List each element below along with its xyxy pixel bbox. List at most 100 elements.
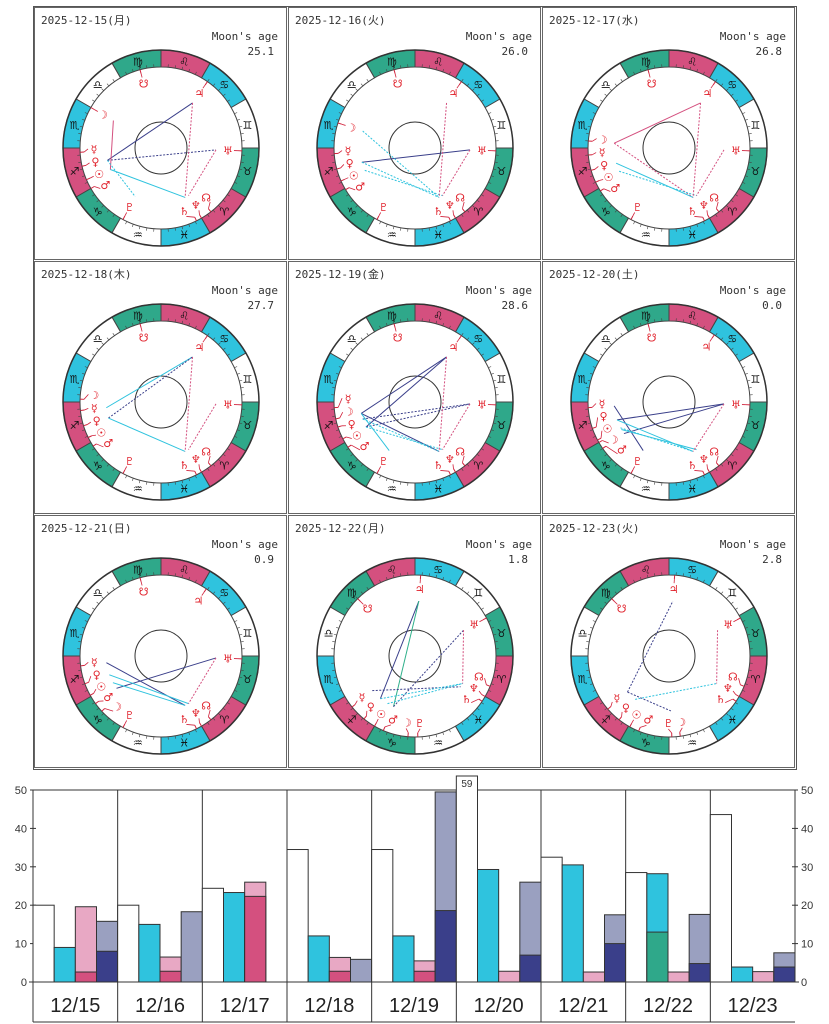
sign-glyph: ♒: [387, 228, 397, 241]
sign-glyph: ♈: [727, 459, 737, 472]
degree-tick: [131, 478, 134, 482]
sign-glyph: ♉: [243, 673, 253, 686]
planet-glyph: ♆: [445, 199, 455, 212]
degree-tick: [366, 79, 369, 82]
degree-tick: [146, 481, 148, 485]
y-tick-label: 10: [801, 939, 813, 951]
planet-glyph: ☋: [363, 603, 373, 616]
degree-tick: [400, 573, 402, 577]
degree-tick: [730, 707, 734, 711]
aspect-line: [365, 403, 471, 428]
bar-pink-lower: [328, 970, 352, 983]
sign-glyph: ♈: [751, 673, 761, 686]
planet-tick: [716, 208, 720, 213]
degree-tick: [589, 626, 593, 629]
degree-tick: [730, 93, 734, 97]
degree-tick: [620, 587, 623, 590]
degree-tick: [614, 83, 618, 87]
planet-glyph: ♄: [687, 459, 697, 472]
planet-glyph: ☽: [598, 133, 608, 146]
degree-tick: [174, 227, 176, 231]
degree-tick: [726, 713, 729, 716]
degree-tick: [604, 93, 608, 97]
degree-tick: [476, 453, 480, 457]
degree-tick: [194, 325, 197, 329]
degree-tick: [212, 209, 216, 213]
planet-leader: [716, 455, 719, 463]
bar-cyan: [477, 868, 500, 983]
planet-glyph: ☋: [617, 603, 627, 616]
outer-ring: [316, 303, 514, 501]
planet-leader: [202, 84, 206, 89]
aspect-line: [184, 356, 194, 452]
degree-tick: [592, 689, 596, 692]
planet-glyph: ♇: [415, 717, 425, 730]
x-tick-label: 12/23: [728, 995, 778, 1017]
planet-glyph: ♀: [93, 414, 101, 427]
degree-tick: [589, 683, 593, 686]
zodiac-wheel: ♈ ♉ ♊ ♋ ♌ ♍ ♎ ♏ ♐ ♑ ♒ ♓ ♆☊ ♅ ♃ ☋ ☽ ☿♀☉♂ ♇ ♄: [62, 49, 260, 247]
degree-tick: [106, 463, 110, 467]
bar-cyan-lower: [646, 931, 669, 983]
degree-tick: [366, 722, 369, 725]
degree-tick: [726, 342, 729, 345]
degree-tick: [234, 181, 238, 184]
bar-cyan: [53, 946, 76, 983]
planet-glyph: ☊: [201, 700, 211, 713]
planet-glyph: ♂: [355, 180, 365, 193]
sign-glyph: ♌: [179, 564, 189, 577]
degree-tick: [472, 88, 475, 91]
bar-pink-lower: [413, 970, 436, 983]
degree-tick: [338, 620, 342, 623]
degree-tick: [472, 342, 475, 345]
x-tick-label: 12/19: [389, 995, 439, 1017]
horoscope-chart: 2025-12-21(日) Moon's age 0.9 ♈ ♉ ♊ ♋ ♌ ♍ ♎ ♏ ♐ ♑ ♒ ♓ ♆ ☊…: [34, 515, 287, 768]
planet-tick: [679, 732, 681, 737]
degree-tick: [240, 387, 244, 389]
degree-tick: [81, 683, 85, 686]
planet-tick: [363, 715, 367, 720]
degree-tick: [493, 379, 497, 382]
degree-tick: [592, 435, 596, 438]
planet-leader: [599, 179, 604, 181]
bar-cyan: [561, 864, 584, 983]
degree-tick: [620, 468, 623, 471]
aspect-line: [692, 102, 702, 198]
degree-tick: [79, 633, 83, 636]
degree-tick: [491, 683, 495, 686]
degree-tick: [702, 579, 705, 583]
planet-glyph: ♇: [633, 455, 643, 468]
degree-tick: [218, 459, 221, 462]
planet-tick: [732, 698, 737, 702]
degree-tick: [600, 448, 603, 451]
planet-leader: [346, 436, 352, 439]
sign-glyph: ♍: [133, 310, 143, 323]
sign-glyph: ♎: [347, 79, 357, 92]
planet-leader: [709, 337, 713, 342]
sign-glyph: ♊: [243, 373, 253, 386]
degree-tick: [461, 722, 464, 725]
degree-tick: [101, 459, 104, 462]
degree-tick: [360, 717, 364, 721]
planet-leader: [668, 728, 672, 734]
y-tick-label: 20: [15, 900, 27, 912]
sign-glyph: ♑: [93, 205, 103, 218]
sign-glyph: ♈: [219, 205, 229, 218]
sign-glyph: ♏: [324, 673, 334, 686]
degree-tick: [682, 65, 684, 69]
planet-glyph: ☽: [344, 405, 354, 418]
bar-gray-lower: [519, 954, 542, 983]
degree-tick: [689, 574, 692, 578]
chart-date: 2025-12-15(月): [41, 14, 132, 27]
degree-tick: [78, 415, 82, 417]
degree-tick: [633, 325, 636, 329]
chart-date: 2025-12-21(日): [41, 522, 132, 535]
degree-tick: [237, 626, 241, 629]
degree-tick: [138, 66, 141, 70]
degree-tick: [720, 717, 724, 721]
sign-glyph: ♐: [601, 713, 611, 726]
planet-glyph: ♆: [191, 707, 201, 720]
aspect-line: [108, 356, 193, 419]
degree-tick: [96, 199, 100, 203]
degree-tick: [682, 481, 684, 485]
